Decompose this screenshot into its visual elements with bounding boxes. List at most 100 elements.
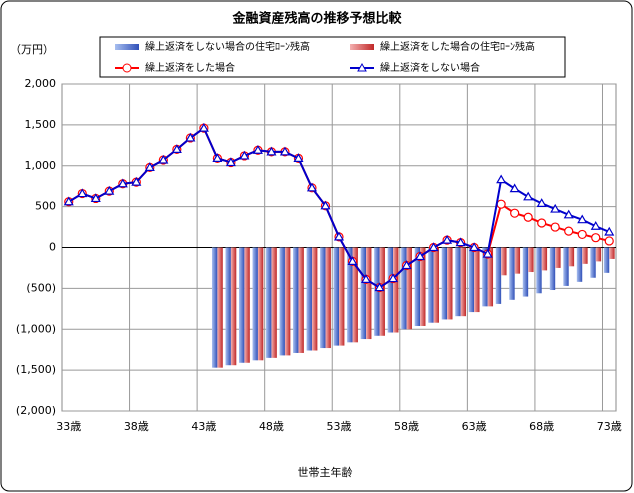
y-tick-label: (1,000) — [16, 322, 56, 335]
marker — [536, 198, 547, 207]
marker — [563, 209, 574, 219]
marker — [523, 212, 533, 222]
bar — [406, 247, 412, 330]
x-tick-label: 33歳 — [56, 420, 81, 433]
bar — [495, 247, 502, 304]
bar — [595, 247, 602, 262]
bar — [541, 247, 548, 271]
bar — [374, 247, 380, 336]
y-tick-label: 0 — [49, 241, 56, 254]
marker — [90, 193, 101, 203]
x-tick-label: 68歳 — [529, 420, 554, 433]
marker — [591, 233, 601, 243]
marker — [117, 178, 128, 188]
bar — [590, 247, 596, 278]
bar — [514, 247, 521, 274]
bar — [279, 247, 285, 356]
bar — [428, 247, 434, 323]
y-tick-label: 2,000 — [25, 77, 57, 90]
marker — [279, 146, 290, 156]
bar — [563, 247, 569, 286]
marker — [63, 196, 74, 206]
marker — [550, 203, 561, 213]
marker — [360, 274, 372, 283]
bar — [271, 247, 277, 358]
marker — [428, 242, 439, 252]
legend-marker — [122, 63, 132, 73]
marker — [550, 222, 560, 232]
bar — [239, 247, 245, 363]
bar — [325, 247, 331, 349]
marker — [564, 226, 574, 236]
marker — [482, 248, 493, 258]
bar — [333, 247, 339, 346]
y-tick-label: (1,500) — [16, 363, 56, 376]
bar — [252, 247, 258, 361]
x-tick-label: 73歳 — [597, 420, 622, 433]
marker — [185, 132, 196, 142]
marker — [131, 176, 142, 186]
marker — [374, 282, 385, 292]
bar — [293, 247, 299, 353]
marker — [577, 214, 588, 224]
bar — [433, 247, 439, 323]
legend — [99, 36, 566, 78]
bar — [320, 247, 326, 349]
bar — [455, 247, 461, 317]
bar — [257, 247, 264, 361]
bar — [352, 247, 358, 343]
marker — [306, 182, 318, 192]
bar — [501, 247, 507, 276]
bar — [568, 247, 575, 267]
bar — [366, 247, 372, 340]
marker — [144, 162, 155, 171]
marker — [523, 191, 534, 201]
bar — [360, 247, 367, 340]
bar — [482, 247, 488, 307]
x-axis-title: 世帯主年齢 — [298, 465, 353, 479]
legend-swatch — [350, 44, 374, 50]
marker — [333, 231, 345, 241]
marker — [388, 273, 399, 283]
bar — [509, 247, 515, 300]
marker — [104, 185, 115, 195]
x-tick-label: 48歳 — [259, 420, 284, 433]
bar — [460, 247, 467, 317]
marker — [604, 226, 615, 236]
bar — [266, 247, 272, 358]
marker — [590, 221, 601, 230]
bar — [609, 247, 615, 259]
marker — [469, 242, 480, 252]
marker — [577, 229, 587, 240]
marker — [225, 157, 236, 167]
bar — [474, 247, 480, 313]
bar — [401, 247, 407, 330]
bar — [306, 247, 312, 351]
y-tick-label: (500) — [26, 281, 56, 294]
legend-label: 繰上返済をした場合の住宅ﾛｰﾝ残高 — [380, 40, 535, 53]
y-tick-label: 1,000 — [25, 159, 57, 172]
bar — [420, 247, 426, 326]
marker — [509, 183, 520, 193]
marker — [293, 153, 304, 162]
marker — [455, 237, 466, 247]
x-tick-label: 43歳 — [191, 420, 216, 433]
marker — [496, 199, 506, 209]
bar — [393, 247, 399, 333]
legend-marker — [357, 62, 367, 72]
marker — [537, 218, 547, 228]
bar — [225, 247, 231, 366]
legend-label: 繰上返済をした場合 — [145, 61, 235, 74]
marker — [320, 200, 331, 210]
marker — [604, 236, 614, 246]
y-unit: （万円） — [10, 43, 54, 56]
marker — [212, 153, 223, 162]
legend-swatch — [115, 44, 139, 50]
legend-label: 繰上返済をしない場合 — [380, 61, 480, 74]
marker — [171, 144, 182, 153]
bar — [339, 247, 345, 346]
y-tick-label: 500 — [35, 200, 56, 213]
bar — [414, 247, 421, 326]
marker — [401, 260, 412, 270]
legend-label: 繰上返済をしない場合の住宅ﾛｰﾝ残高 — [145, 40, 310, 53]
